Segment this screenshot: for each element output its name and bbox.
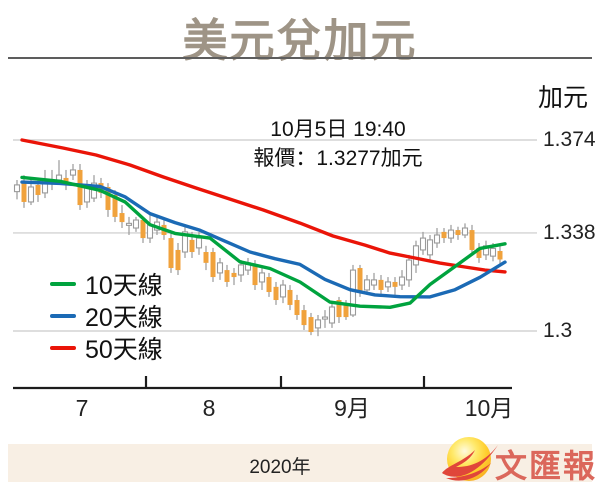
x-axis-month-label: 10月 (464, 395, 514, 421)
y-axis-tick-label: 1.338 (543, 220, 596, 244)
footer-bar (8, 444, 592, 482)
wenweipo-logo: 文匯報 (438, 432, 600, 486)
ma50-line-swatch (50, 346, 76, 350)
x-axis-year-label: 2020年 (249, 457, 311, 478)
legend-item-ma50: 50天線 (50, 332, 163, 364)
legend-item-ma20: 20天線 (50, 300, 163, 332)
quote-datetime: 10月5日 19:40 (270, 118, 406, 141)
logo-swoosh-icon (442, 445, 498, 481)
legend-label: 50天線 (85, 336, 163, 364)
legend-label: 10天線 (85, 272, 163, 300)
x-axis-month-label: 9月 (334, 395, 370, 421)
y-axis-tick-label: 1.3 (543, 319, 573, 342)
quote-annotation: 10月5日 19:40 報價：1.3277加元 (178, 115, 498, 173)
x-axis-month-label: 7 (75, 395, 89, 421)
y-axis-unit-label: 加元 (538, 84, 589, 112)
x-axis-month-label: 8 (202, 395, 216, 421)
ma20-line-swatch (50, 314, 76, 318)
quote-price: 報價：1.3277加元 (253, 147, 423, 170)
legend-label: 20天線 (85, 304, 163, 332)
legend: 10天線 20天線 50天線 (50, 268, 163, 364)
legend-item-ma10: 10天線 (50, 268, 163, 300)
page-title: 美元兌加元 (182, 15, 418, 66)
y-axis-tick-label: 1.374 (543, 128, 596, 151)
title-divider (8, 57, 592, 59)
ma10-line-swatch (50, 282, 76, 286)
logo-wordmark: 文匯報 (495, 448, 598, 484)
